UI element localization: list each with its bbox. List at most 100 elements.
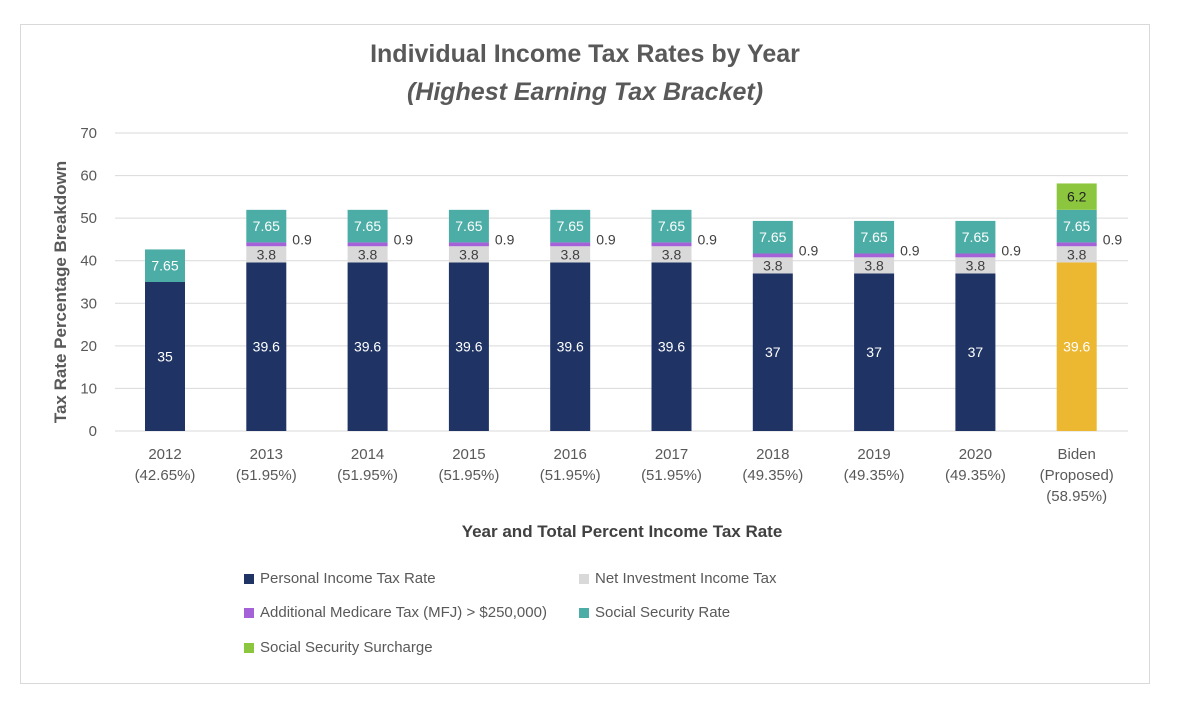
- bar-segment: [347, 242, 388, 247]
- legend-item: Social Security Surcharge: [244, 639, 433, 656]
- data-label: 0.9: [799, 242, 819, 258]
- bar-segment: [1056, 183, 1097, 210]
- legend-label: Additional Medicare Tax (MFJ) > $250,000…: [260, 604, 547, 621]
- data-label: 39.6: [354, 339, 381, 355]
- data-label: 7.65: [455, 218, 482, 234]
- legend-swatch: [244, 573, 254, 584]
- x-tick-label: (49.35%): [844, 467, 905, 484]
- data-label: 0.9: [900, 242, 920, 258]
- data-label: 7.65: [1063, 218, 1090, 234]
- bar-segment: [955, 257, 996, 274]
- data-label: 39.6: [658, 339, 685, 355]
- chart-subtitle: (Highest Earning Tax Bracket): [406, 78, 764, 106]
- bar-segment: [1056, 209, 1097, 243]
- data-label: 37: [866, 344, 882, 360]
- legend-label: Personal Income Tax Rate: [260, 570, 436, 587]
- x-tick-label: 2018: [756, 446, 789, 463]
- bar-segment: [550, 209, 591, 243]
- bar-segment: [955, 253, 996, 258]
- data-label: 7.65: [759, 229, 786, 245]
- x-tick-label: Biden: [1058, 446, 1096, 463]
- bar-segment: [651, 242, 692, 247]
- data-label: 39.6: [455, 339, 482, 355]
- y-tick-label: 20: [80, 338, 97, 355]
- bar-segment: [955, 220, 996, 254]
- legend-item: Additional Medicare Tax (MFJ) > $250,000…: [244, 604, 547, 621]
- bar-segment: [550, 242, 591, 247]
- data-label: 0.9: [698, 231, 718, 247]
- legend-item: Social Security Rate: [579, 604, 730, 621]
- data-label: 3.8: [662, 246, 682, 262]
- bar-segment: [145, 282, 185, 431]
- legend-swatch: [244, 607, 254, 618]
- y-tick-label: 60: [80, 168, 97, 185]
- bar-segment: [550, 246, 591, 263]
- x-tick-label: (49.35%): [945, 467, 1006, 484]
- bar-segment: [448, 242, 489, 247]
- data-label: 0.9: [596, 231, 616, 247]
- bar-segment: [854, 220, 895, 254]
- data-label: 0.9: [394, 231, 414, 247]
- bar-segment: [854, 253, 895, 258]
- x-tick-label: 2017: [655, 446, 688, 463]
- bar-segment: [752, 220, 793, 254]
- x-tick-label: 2012: [148, 446, 181, 463]
- y-tick-label: 50: [80, 210, 97, 227]
- bar-segment: [1056, 262, 1097, 431]
- bar-segment: [448, 246, 489, 263]
- bar-segment: [246, 262, 287, 431]
- legend-label: Net Investment Income Tax: [595, 570, 777, 587]
- bar-segment: [347, 246, 388, 263]
- x-tick-label: (Proposed): [1040, 467, 1114, 484]
- legend-item: Net Investment Income Tax: [579, 570, 776, 587]
- bar-segment: [246, 209, 287, 243]
- y-tick-label: 30: [80, 295, 97, 312]
- bar-segment: [854, 273, 895, 431]
- y-tick-label: 70: [80, 125, 97, 142]
- legend-swatch: [244, 642, 254, 653]
- y-tick-label: 40: [80, 253, 97, 270]
- bar-segment: [752, 273, 793, 431]
- legend-label: Social Security Rate: [595, 604, 731, 621]
- data-label: 3.8: [1067, 246, 1087, 262]
- x-tick-label: 2013: [250, 446, 283, 463]
- data-label: 3.8: [459, 246, 479, 262]
- data-label: 37: [968, 344, 984, 360]
- x-tick-label: 2014: [351, 446, 384, 463]
- bar-segment: [955, 273, 996, 431]
- bar-segment: [1056, 242, 1097, 247]
- x-tick-label: (51.95%): [438, 467, 499, 484]
- x-tick-label: (51.95%): [236, 467, 297, 484]
- bar-segment: [651, 262, 692, 431]
- x-axis-label: Year and Total Percent Income Tax Rate: [462, 522, 783, 541]
- data-label: 37: [765, 344, 781, 360]
- data-label: 0.9: [495, 231, 515, 247]
- bar-segment: [246, 246, 287, 263]
- data-label: 39.6: [557, 339, 584, 355]
- data-label: 0.9: [1001, 242, 1021, 258]
- data-label: 6.2: [1067, 189, 1087, 205]
- data-label: 3.8: [560, 246, 580, 262]
- data-label: 7.65: [253, 218, 280, 234]
- bar-segment: [246, 242, 287, 247]
- data-label: 7.65: [354, 218, 381, 234]
- bar-segment: [347, 262, 388, 431]
- data-label: 39.6: [1063, 339, 1090, 355]
- data-label: 7.65: [557, 218, 584, 234]
- bar-segment: [752, 253, 793, 258]
- chart-title: Individual Income Tax Rates by Year: [370, 40, 800, 68]
- bar-segment: [651, 246, 692, 263]
- data-label: 3.8: [966, 257, 986, 273]
- data-label: 3.8: [864, 257, 884, 273]
- x-tick-label: (51.95%): [337, 467, 398, 484]
- bar-segment: [651, 209, 692, 243]
- x-tick-label: 2016: [554, 446, 587, 463]
- data-label: 7.65: [658, 218, 685, 234]
- data-label: 35: [157, 349, 173, 365]
- bar-segment: [448, 262, 489, 431]
- bar-segment: [854, 257, 895, 274]
- data-label: 3.8: [763, 257, 783, 273]
- x-tick-label: (51.95%): [641, 467, 702, 484]
- legend-label: Social Security Surcharge: [260, 639, 433, 656]
